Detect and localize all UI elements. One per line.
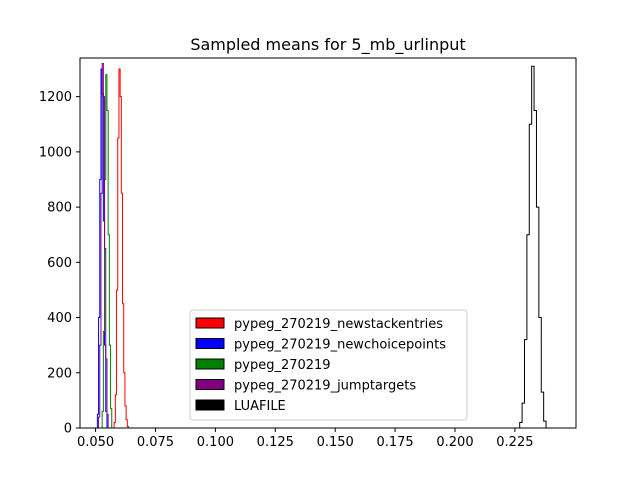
legend-swatch xyxy=(195,317,225,329)
legend-label: pypeg_270219_newchoicepoints xyxy=(234,338,446,353)
series-histogram-0 xyxy=(112,68,130,429)
x-tick-label: 0.175 xyxy=(376,435,413,450)
legend-label: pypeg_270219 xyxy=(234,358,331,373)
y-axis: 0 200 400 600 800 1000 1200 xyxy=(39,90,80,437)
y-tick-label: 800 xyxy=(47,201,72,216)
x-axis: 0.050 0.075 0.100 0.125 0.150 0.175 0.200 0.225 xyxy=(77,428,534,450)
series-histogram-4 xyxy=(517,65,549,429)
x-tick-label: 0.125 xyxy=(257,435,294,450)
x-tick-label: 0.100 xyxy=(197,435,234,450)
y-tick-label: 0 xyxy=(64,422,72,437)
chart-title: Sampled means for 5_mb_urlinput xyxy=(190,35,465,55)
y-tick-label: 400 xyxy=(47,311,72,326)
plot-frame xyxy=(79,57,577,429)
x-tick-label: 0.225 xyxy=(496,435,533,450)
legend-swatch xyxy=(195,338,225,349)
series-histogram-3 xyxy=(97,63,110,429)
legend-label: LUAFILE xyxy=(234,399,286,414)
legend-label: pypeg_270219_jumptargets xyxy=(234,379,416,394)
y-tick-label: 1200 xyxy=(39,90,72,105)
x-tick-label: 0.200 xyxy=(436,435,473,450)
x-tick-label: 0.050 xyxy=(77,435,114,450)
x-tick-label: 0.150 xyxy=(317,435,354,450)
series-layer xyxy=(96,63,549,429)
legend: pypeg_270219_newstackentries pypeg_270219… xyxy=(189,309,468,421)
legend-label: pypeg_270219_newstackentries xyxy=(234,317,443,332)
y-tick-label: 600 xyxy=(47,256,72,271)
legend-swatch xyxy=(195,379,225,390)
legend-box xyxy=(189,309,468,421)
y-tick-label: 1000 xyxy=(39,145,72,160)
y-tick-label: 200 xyxy=(47,366,72,381)
legend-swatch xyxy=(195,399,225,411)
series-histogram-2 xyxy=(100,74,113,429)
x-tick-label: 0.075 xyxy=(137,435,174,450)
legend-swatch xyxy=(195,358,225,370)
